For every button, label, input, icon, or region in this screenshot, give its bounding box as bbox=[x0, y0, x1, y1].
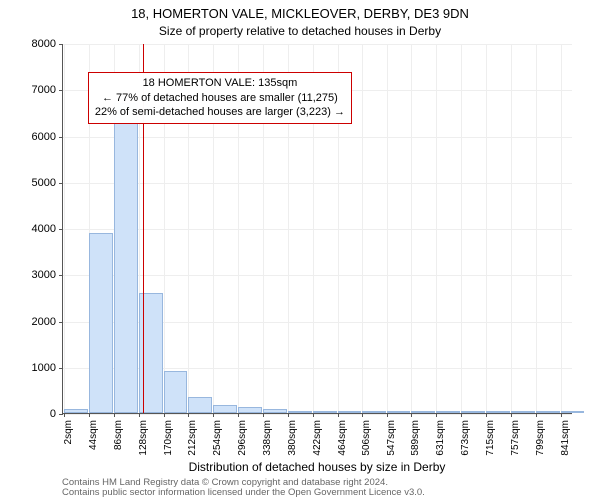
y-tick-label: 0 bbox=[6, 408, 56, 420]
histogram-bar bbox=[263, 409, 287, 413]
property-size-histogram: 18, HOMERTON VALE, MICKLEOVER, DERBY, DE… bbox=[0, 0, 600, 500]
y-tick-label: 3000 bbox=[6, 269, 56, 281]
y-tick-label: 5000 bbox=[6, 177, 56, 189]
footnotes: Contains HM Land Registry data © Crown c… bbox=[62, 478, 425, 499]
chart-title-main: 18, HOMERTON VALE, MICKLEOVER, DERBY, DE… bbox=[0, 6, 600, 21]
chart-title-sub: Size of property relative to detached ho… bbox=[0, 24, 600, 38]
y-tick-label: 2000 bbox=[6, 316, 56, 328]
footnote-2: Contains public sector information licen… bbox=[62, 488, 425, 498]
histogram-bar bbox=[387, 411, 411, 413]
plot-area: 18 HOMERTON VALE: 135sqm ← 77% of detach… bbox=[62, 44, 572, 414]
histogram-bar bbox=[561, 411, 585, 413]
y-tick-label: 8000 bbox=[6, 38, 56, 50]
y-tick-label: 6000 bbox=[6, 131, 56, 143]
histogram-bar bbox=[89, 233, 113, 413]
histogram-bar bbox=[188, 397, 212, 413]
histogram-bar bbox=[164, 371, 188, 413]
y-tick-label: 1000 bbox=[6, 362, 56, 374]
y-tick-label: 7000 bbox=[6, 84, 56, 96]
histogram-bar bbox=[436, 411, 460, 413]
histogram-bar bbox=[64, 409, 88, 413]
histogram-bar bbox=[536, 411, 560, 413]
annotation-line-2: ← 77% of detached houses are smaller (11… bbox=[95, 91, 345, 106]
annotation-line-1: 18 HOMERTON VALE: 135sqm bbox=[95, 76, 345, 91]
histogram-bar bbox=[511, 411, 535, 413]
y-tick-label: 4000 bbox=[6, 223, 56, 235]
histogram-bar bbox=[411, 411, 435, 413]
histogram-bar bbox=[313, 411, 337, 413]
histogram-bar bbox=[238, 407, 262, 413]
x-axis-label: Distribution of detached houses by size … bbox=[62, 460, 572, 474]
histogram-bar bbox=[461, 411, 485, 413]
annotation-line-3: 22% of semi-detached houses are larger (… bbox=[95, 105, 345, 120]
histogram-bar bbox=[213, 405, 237, 413]
annotation-box: 18 HOMERTON VALE: 135sqm ← 77% of detach… bbox=[88, 72, 352, 125]
histogram-bar bbox=[338, 411, 362, 413]
histogram-bar bbox=[486, 411, 510, 413]
histogram-bar bbox=[114, 103, 138, 413]
histogram-bar bbox=[288, 411, 312, 413]
histogram-bar bbox=[362, 411, 386, 413]
